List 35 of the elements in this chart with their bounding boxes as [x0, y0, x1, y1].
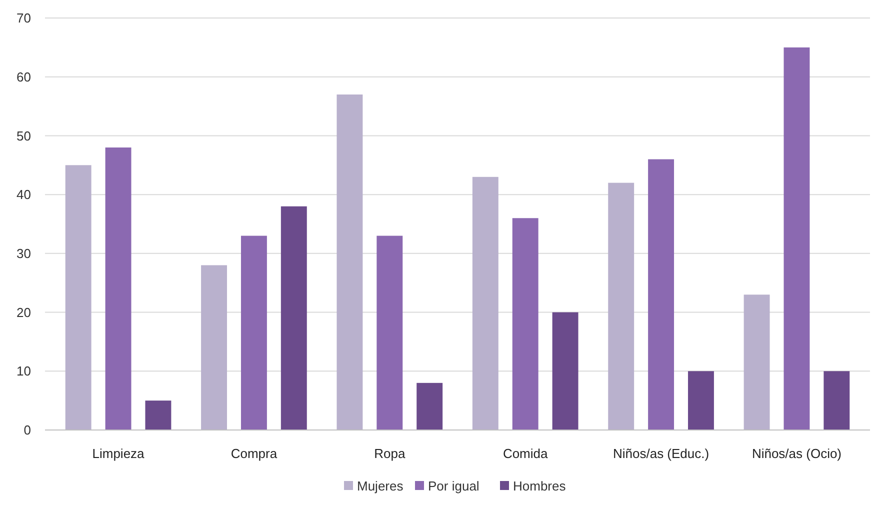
y-tick-label: 20 — [16, 304, 31, 320]
x-tick-label: Ropa — [374, 446, 406, 461]
bar — [824, 371, 850, 430]
bar — [240, 236, 267, 430]
x-tick-label: Niños/as (Ocio) — [752, 446, 842, 461]
bar — [744, 294, 770, 430]
bar — [784, 47, 810, 430]
x-tick-label: Compra — [230, 446, 278, 461]
bar — [336, 94, 363, 430]
bar — [472, 176, 498, 430]
bar — [688, 371, 714, 430]
y-tick-label: 30 — [16, 246, 31, 261]
bar — [145, 400, 172, 430]
x-tick-label: Niños/as (Educ.) — [612, 446, 710, 461]
x-tick-label: Comida — [502, 446, 549, 461]
bar — [376, 236, 403, 430]
y-tick-label: 0 — [24, 422, 31, 438]
legend-label: Mujeres — [357, 478, 404, 494]
y-tick-label: 50 — [16, 128, 31, 144]
y-tick-label: 60 — [16, 69, 31, 84]
bar — [280, 206, 307, 430]
bar — [105, 147, 132, 430]
legend-label: Hombres — [513, 478, 566, 494]
y-tick-label: 70 — [16, 10, 31, 26]
y-tick-label: 40 — [16, 187, 31, 202]
bar — [648, 159, 674, 430]
bar — [201, 265, 228, 430]
bar — [65, 165, 92, 430]
bar — [416, 382, 443, 430]
y-tick-label: 10 — [16, 364, 31, 379]
x-tick-label: Limpieza — [92, 446, 146, 461]
bar — [512, 218, 538, 430]
bar — [608, 182, 634, 430]
bar — [552, 312, 578, 430]
legend-label: Por igual — [428, 478, 480, 494]
